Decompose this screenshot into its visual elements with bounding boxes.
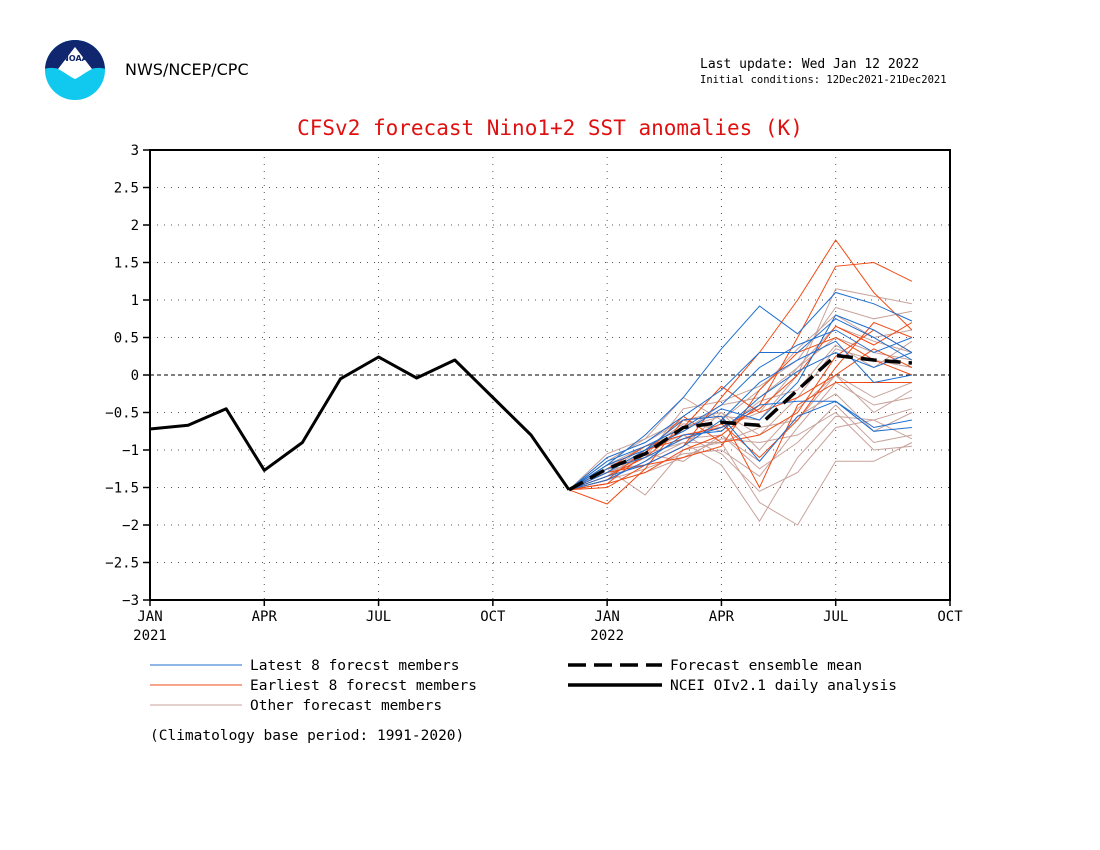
x-tick-label-0: JAN [137,609,162,625]
y-tick-label-12: 3 [131,143,139,159]
earliest-member-line-2 [568,261,913,491]
initial-conditions: Initial conditions: 12Dec2021-21Dec2021 [700,74,947,86]
y-tick-label-6: 0 [131,368,139,384]
legend-label-2: Earliest 8 forecst members [250,678,477,694]
legend: Latest 8 forecst members Earliest 8 forec… [150,658,897,714]
x-tick-label-4: JAN [594,609,619,625]
latest-member-line-6 [568,329,913,491]
agency-label: NWS/NCEP/CPC [125,60,249,79]
y-tick-label-7: 0.5 [114,331,139,347]
x-tick-label-2: JUL [366,609,391,625]
earliest-member-line-3 [568,382,912,505]
y-tick-label-10: 2 [131,218,139,234]
y-tick-label-3: −1.5 [105,481,139,497]
y-tick-label-9: 1.5 [114,256,139,272]
latest-member-line-3 [568,318,913,491]
other-member-line-16 [568,393,913,491]
y-tick-label-1: −2.5 [105,556,139,572]
y-tick-label-5: −0.5 [105,406,139,422]
x-tick-label-3: OCT [480,609,506,625]
y-tick-label-0: −3 [122,593,139,609]
last-update: Last update: Wed Jan 12 2022 [700,57,920,72]
y-axis: −3 −2.5 −2 −1.5 −1 −0.5 0 0.5 1 1.5 2 2.5 3 [105,143,150,609]
analysis-line [149,355,571,491]
y-tick-label-8: 1 [131,293,139,309]
climatology-note: (Climatology base period: 1991-2020) [150,728,464,744]
x-tick-label-5: APR [709,609,735,625]
x-tick-label-7: OCT [937,609,963,625]
earliest-member-line-7 [568,329,913,491]
main-series [149,353,913,492]
ensemble-mean-line [568,353,913,492]
earliest-member-line-5 [568,321,913,491]
x-axis: JAN 2021 APR JUL OCT JAN 2022 APR JUL OCT [133,600,963,644]
latest-member-line-8 [568,314,913,491]
legend-label-4: Forecast ensemble mean [670,658,862,674]
legend-label-3: Other forecast members [250,698,442,714]
x-tick-year-4: 2022 [590,628,624,644]
y-tick-label-4: −1 [122,443,139,459]
y-tick-label-2: −2 [122,518,139,534]
noaa-logo: NOAA [45,40,105,100]
legend-label-5: NCEI OIv2.1 daily analysis [670,678,897,694]
logo-text: NOAA [62,54,88,63]
x-tick-label-1: APR [252,609,278,625]
legend-label-1: Latest 8 forecst members [250,658,460,674]
x-tick-label-6: JUL [823,609,848,625]
x-tick-year-0: 2021 [133,628,167,644]
earliest-member-line-1 [568,239,913,491]
chart-title: CFSv2 forecast Nino1+2 SST anomalies (K) [297,116,803,140]
y-tick-label-11: 2.5 [114,181,139,197]
forecast-members [568,239,913,526]
